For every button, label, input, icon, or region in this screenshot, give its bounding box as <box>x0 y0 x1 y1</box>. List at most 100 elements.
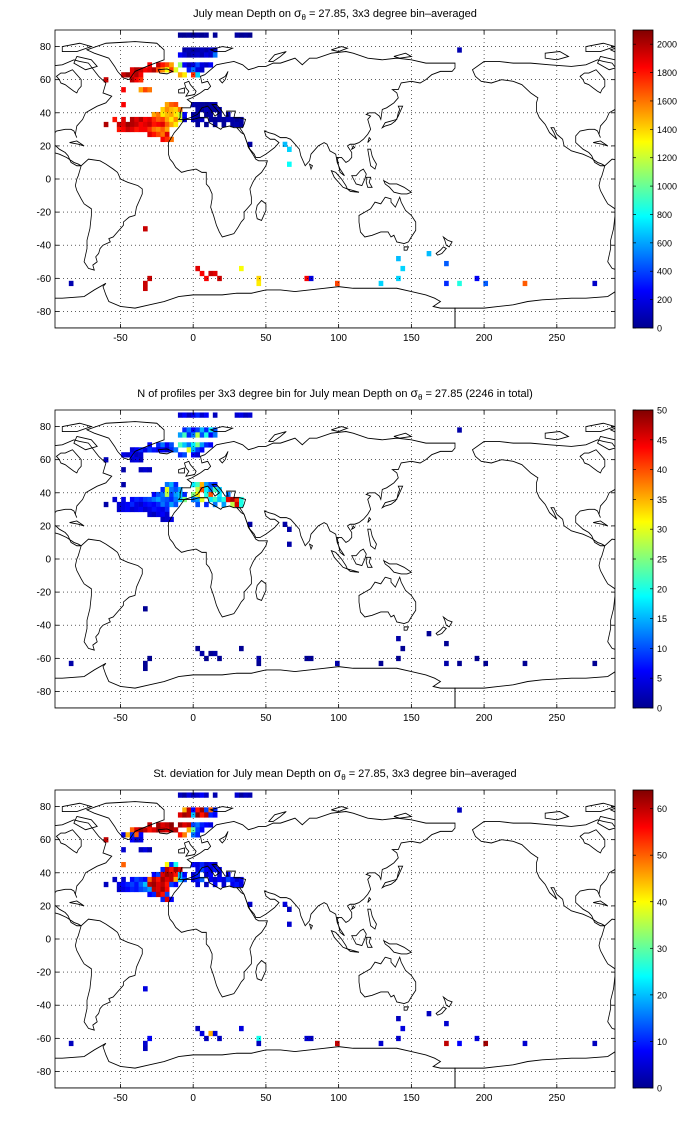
bin-cell <box>247 32 253 38</box>
bin-cell <box>156 131 161 138</box>
bin-cell <box>173 862 179 868</box>
colorbar-tick-label: 0 <box>657 324 662 334</box>
bin-cell <box>230 876 235 883</box>
bin-cell <box>173 871 179 878</box>
bin-cell <box>212 650 218 657</box>
bin-cell <box>125 126 131 133</box>
bin-cell <box>151 827 157 833</box>
bin-cell <box>247 521 253 528</box>
bin-cell <box>103 501 109 508</box>
bin-cell <box>129 77 135 83</box>
bin-cell <box>125 121 131 128</box>
colorbar-tick-label: 40 <box>657 897 667 907</box>
bin-cell <box>138 121 144 128</box>
bin-cell <box>160 67 166 73</box>
bin-cell <box>147 881 153 888</box>
colorbar-tick-label: 35 <box>657 495 667 505</box>
bin-cell <box>208 822 214 828</box>
bin-cell <box>160 886 166 893</box>
bin-cell <box>444 1040 449 1047</box>
bin-cell <box>173 447 179 453</box>
bin-cell <box>335 1040 340 1047</box>
bin-cell <box>147 655 153 662</box>
y-tick-label: 60 <box>40 835 52 846</box>
bin-cell <box>134 77 139 83</box>
bin-cell <box>164 896 170 903</box>
bin-cell <box>212 501 218 508</box>
bin-cell <box>186 47 192 53</box>
bin-cell <box>160 891 166 898</box>
bin-cell <box>134 827 139 833</box>
bin-cell <box>239 32 244 38</box>
bin-cell <box>239 876 244 883</box>
bin-cell <box>221 501 227 508</box>
bin-cell <box>164 516 170 523</box>
bin-cell <box>103 837 109 843</box>
bin-cell <box>191 827 196 833</box>
bin-cell <box>151 491 157 498</box>
bin-cell <box>217 866 222 873</box>
bin-cell <box>151 126 157 133</box>
bin-cell <box>129 126 135 133</box>
bin-cell <box>186 62 192 68</box>
bin-cell <box>204 486 209 493</box>
bin-cell <box>457 1040 462 1047</box>
bin-cell <box>212 807 218 813</box>
colorbar-tick-label: 1600 <box>657 96 677 106</box>
bin-cell <box>182 812 187 818</box>
bin-cell <box>195 881 201 888</box>
bin-cell <box>177 792 183 798</box>
bin-cell <box>164 442 170 448</box>
bin-cell <box>199 486 205 493</box>
bin-cell <box>160 491 166 498</box>
bin-cell <box>121 506 126 513</box>
bin-cell <box>169 67 174 73</box>
x-tick-label: 100 <box>330 333 347 344</box>
bin-cell <box>160 876 166 883</box>
bin-cell <box>164 891 170 898</box>
bin-cell <box>199 482 205 488</box>
bin-cell <box>199 822 205 828</box>
bin-cell <box>234 412 240 418</box>
bin-cell <box>287 526 292 532</box>
bin-cell <box>234 116 240 123</box>
bin-cell <box>182 47 187 53</box>
bin-cell <box>208 650 214 657</box>
bin-cell <box>212 881 218 888</box>
bin-cell <box>304 655 310 662</box>
bin-cell <box>199 102 205 108</box>
bin-cell <box>239 645 244 652</box>
bin-cell <box>129 506 135 513</box>
bin-cell <box>195 866 201 873</box>
bin-cell <box>234 876 240 883</box>
x-tick-label: 250 <box>548 1093 565 1104</box>
bin-cell <box>134 457 139 463</box>
bin-cell <box>156 126 161 133</box>
bin-cell <box>457 280 462 287</box>
colorbar-tick-label: 1400 <box>657 125 677 135</box>
bin-cell <box>204 121 209 128</box>
bin-cell <box>147 501 153 508</box>
bin-cell <box>156 881 161 888</box>
bin-cell <box>204 871 209 878</box>
x-tick-label: 150 <box>403 333 420 344</box>
bin-cell <box>147 891 153 898</box>
bin-cell <box>199 807 205 813</box>
bin-cell <box>195 52 201 58</box>
bin-cell <box>256 275 262 282</box>
bin-cell <box>204 275 209 282</box>
bin-cell <box>208 862 214 868</box>
bin-cell <box>221 116 227 123</box>
bin-cell <box>239 881 244 888</box>
bin-cell <box>164 136 170 143</box>
bin-cell <box>156 506 161 513</box>
y-tick-label: 0 <box>45 935 51 946</box>
bin-cell <box>182 52 187 58</box>
bin-cell <box>164 491 170 498</box>
bin-cell <box>212 427 218 433</box>
y-tick-label: 40 <box>40 488 52 499</box>
bin-cell <box>483 280 489 287</box>
bin-cell <box>247 141 253 148</box>
x-tick-label: 150 <box>403 713 420 724</box>
colorbar-tick-label: 40 <box>657 465 667 475</box>
